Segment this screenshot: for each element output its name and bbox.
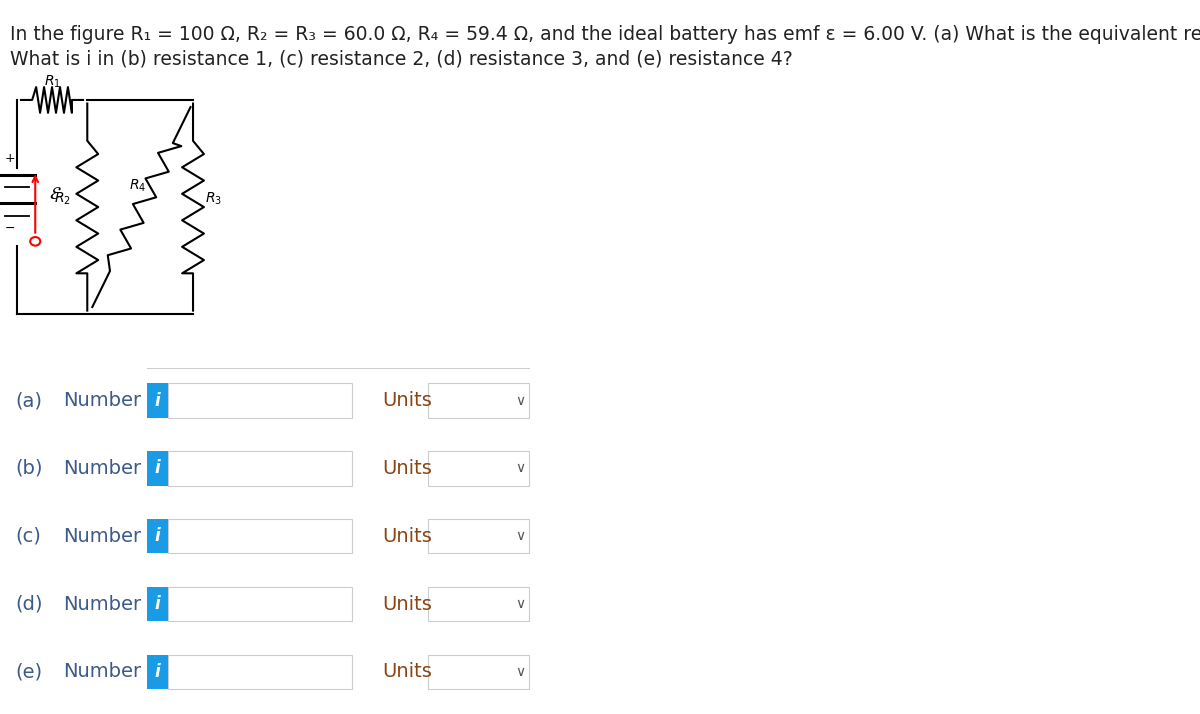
FancyBboxPatch shape (168, 655, 353, 689)
Text: (a): (a) (16, 391, 42, 410)
Text: What is i in (b) resistance 1, (c) resistance 2, (d) resistance 3, and (e) resis: What is i in (b) resistance 1, (c) resis… (10, 50, 793, 69)
Text: ∨: ∨ (515, 393, 526, 408)
Text: ∨: ∨ (515, 665, 526, 679)
Text: $R_3$: $R_3$ (205, 191, 222, 207)
Text: ∨: ∨ (515, 529, 526, 543)
Text: Number: Number (62, 459, 142, 478)
Text: In the figure R₁ = 100 Ω, R₂ = R₃ = 60.0 Ω, R₄ = 59.4 Ω, and the ideal battery h: In the figure R₁ = 100 Ω, R₂ = R₃ = 60.0… (10, 25, 1200, 44)
Text: $R_1$: $R_1$ (43, 74, 60, 90)
Text: Number: Number (62, 663, 142, 681)
FancyBboxPatch shape (428, 519, 529, 553)
Text: Number: Number (62, 527, 142, 545)
Text: +: + (5, 152, 16, 165)
Text: i: i (155, 595, 161, 613)
FancyBboxPatch shape (146, 519, 168, 553)
Text: $R_2$: $R_2$ (54, 191, 71, 207)
Text: Units: Units (382, 391, 432, 410)
Text: i: i (155, 391, 161, 410)
Text: Units: Units (382, 595, 432, 613)
Text: Units: Units (382, 663, 432, 681)
FancyBboxPatch shape (168, 451, 353, 486)
FancyBboxPatch shape (168, 519, 353, 553)
Text: Units: Units (382, 459, 432, 478)
FancyBboxPatch shape (428, 655, 529, 689)
Text: (e): (e) (16, 663, 42, 681)
Text: ∨: ∨ (515, 597, 526, 611)
FancyBboxPatch shape (146, 587, 168, 621)
FancyBboxPatch shape (146, 655, 168, 689)
Text: Number: Number (62, 391, 142, 410)
FancyBboxPatch shape (428, 451, 529, 486)
Text: i: i (155, 527, 161, 545)
FancyBboxPatch shape (146, 383, 168, 418)
Text: $R_4$: $R_4$ (128, 178, 146, 194)
Text: ∨: ∨ (515, 461, 526, 476)
FancyBboxPatch shape (428, 383, 529, 418)
FancyBboxPatch shape (146, 451, 168, 486)
Text: (c): (c) (16, 527, 41, 545)
Text: (b): (b) (16, 459, 43, 478)
Text: (d): (d) (16, 595, 43, 613)
FancyBboxPatch shape (168, 383, 353, 418)
Text: Units: Units (382, 527, 432, 545)
Text: i: i (155, 663, 161, 681)
FancyBboxPatch shape (428, 587, 529, 621)
Text: i: i (155, 459, 161, 478)
Text: $\mathcal{E}$: $\mathcal{E}$ (49, 185, 61, 203)
Text: −: − (5, 222, 16, 235)
Text: Number: Number (62, 595, 142, 613)
FancyBboxPatch shape (168, 587, 353, 621)
